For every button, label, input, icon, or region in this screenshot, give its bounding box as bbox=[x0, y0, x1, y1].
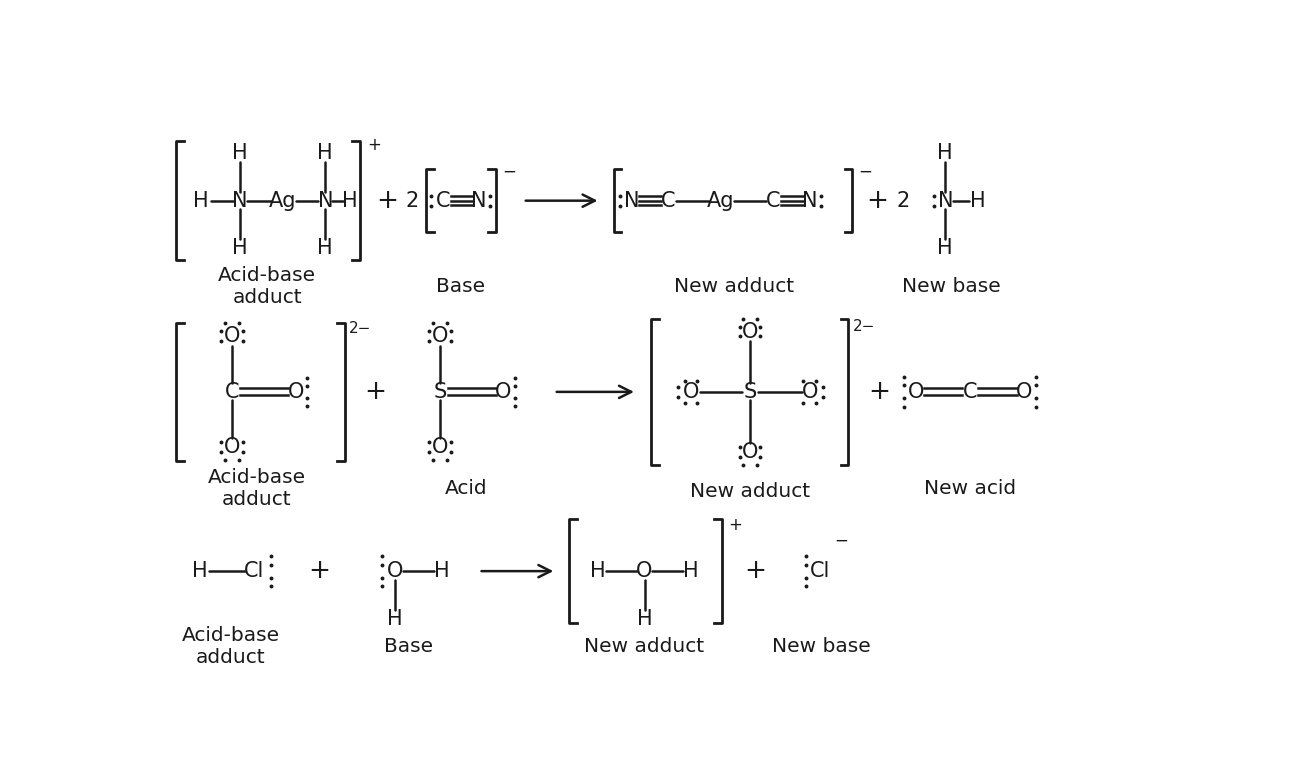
Text: 2−: 2− bbox=[348, 321, 372, 336]
Text: O: O bbox=[224, 438, 240, 457]
Text: H: H bbox=[684, 561, 699, 581]
Text: C: C bbox=[963, 382, 978, 402]
Text: Base: Base bbox=[385, 637, 433, 656]
Text: S: S bbox=[744, 382, 757, 402]
Text: O: O bbox=[432, 438, 448, 457]
Text: +: + bbox=[745, 558, 767, 584]
Text: S: S bbox=[433, 382, 447, 402]
Text: N: N bbox=[624, 191, 640, 210]
Text: H: H bbox=[233, 238, 248, 258]
Text: O: O bbox=[801, 382, 818, 402]
Text: H: H bbox=[317, 143, 333, 163]
Text: H: H bbox=[342, 191, 358, 210]
Text: Ag: Ag bbox=[707, 191, 734, 210]
Text: New acid: New acid bbox=[924, 479, 1017, 497]
Text: Acid-base
adduct: Acid-base adduct bbox=[182, 626, 280, 667]
Text: O: O bbox=[637, 561, 653, 581]
Text: +: + bbox=[308, 558, 330, 584]
Text: H: H bbox=[192, 561, 208, 581]
Text: +: + bbox=[364, 379, 386, 405]
Text: New base: New base bbox=[772, 637, 871, 656]
Text: Base: Base bbox=[437, 277, 485, 296]
Text: +: + bbox=[367, 137, 381, 154]
Text: H: H bbox=[937, 238, 953, 258]
Text: C: C bbox=[225, 382, 239, 402]
Text: H: H bbox=[637, 609, 653, 629]
Text: O: O bbox=[907, 382, 924, 402]
Text: Ag: Ag bbox=[269, 191, 296, 210]
Text: New adduct: New adduct bbox=[690, 483, 810, 501]
Text: New adduct: New adduct bbox=[673, 277, 794, 296]
Text: +: + bbox=[866, 188, 888, 213]
Text: −: − bbox=[502, 162, 516, 180]
Text: N: N bbox=[317, 191, 333, 210]
Text: H: H bbox=[317, 238, 333, 258]
Text: O: O bbox=[224, 327, 240, 346]
Text: +: + bbox=[728, 516, 742, 534]
Text: N: N bbox=[937, 191, 953, 210]
Text: 2: 2 bbox=[896, 191, 909, 210]
Text: H: H bbox=[434, 561, 450, 581]
Text: Cl: Cl bbox=[244, 561, 264, 581]
Text: H: H bbox=[970, 191, 985, 210]
Text: O: O bbox=[682, 382, 699, 402]
Text: Cl: Cl bbox=[810, 561, 829, 581]
Text: H: H bbox=[937, 143, 953, 163]
Text: O: O bbox=[432, 327, 448, 346]
Text: O: O bbox=[742, 442, 758, 462]
Text: −: − bbox=[835, 532, 849, 549]
Text: C: C bbox=[660, 191, 675, 210]
Text: +: + bbox=[376, 188, 398, 213]
Text: 2−: 2− bbox=[853, 319, 875, 334]
Text: N: N bbox=[802, 191, 818, 210]
Text: −: − bbox=[858, 162, 872, 180]
Text: C: C bbox=[766, 191, 780, 210]
Text: O: O bbox=[287, 382, 304, 402]
Text: N: N bbox=[471, 191, 486, 210]
Text: +: + bbox=[868, 379, 891, 405]
Text: H: H bbox=[233, 143, 248, 163]
Text: O: O bbox=[1017, 382, 1032, 402]
Text: H: H bbox=[194, 191, 209, 210]
Text: O: O bbox=[742, 322, 758, 341]
Text: New base: New base bbox=[902, 277, 1001, 296]
Text: H: H bbox=[590, 561, 606, 581]
Text: Acid-base
adduct: Acid-base adduct bbox=[218, 266, 316, 307]
Text: O: O bbox=[387, 561, 403, 581]
Text: 2: 2 bbox=[406, 191, 419, 210]
Text: O: O bbox=[495, 382, 512, 402]
Text: H: H bbox=[387, 609, 403, 629]
Text: New adduct: New adduct bbox=[585, 637, 705, 656]
Text: Acid-base
adduct: Acid-base adduct bbox=[208, 468, 306, 508]
Text: N: N bbox=[233, 191, 248, 210]
Text: Acid: Acid bbox=[445, 479, 488, 497]
Text: C: C bbox=[436, 191, 450, 210]
